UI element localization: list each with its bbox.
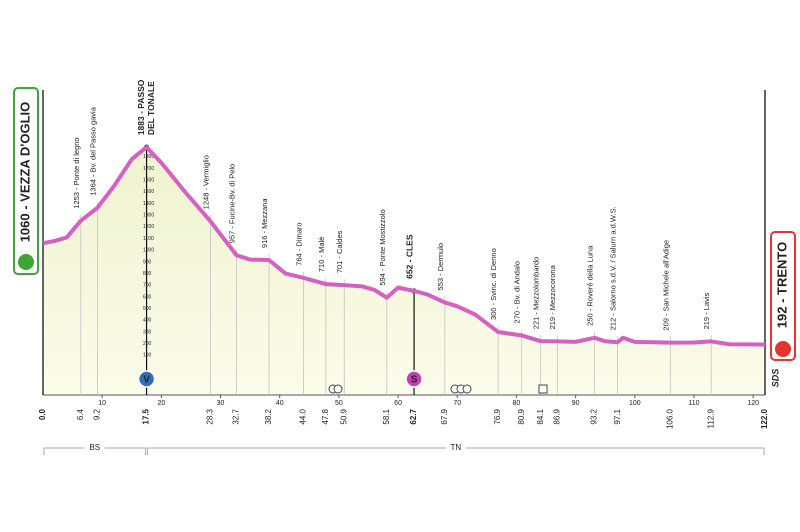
y-tick-label: 1200 [143,224,154,230]
km-label: 62.7 [409,408,418,424]
waypoint-label: 916 - Mezzana [260,198,269,248]
y-tick-label: 1000 [143,248,154,254]
marker [405,370,423,388]
region-label: BS [89,443,100,452]
marker [137,370,156,388]
km-label: 50.9 [339,408,348,424]
icon [333,384,343,394]
waypoint-label: 652 - CLES [404,234,414,279]
waypoint-label: 553 - Dermulo [436,243,445,291]
waypoint-label: 710 - Malè [317,237,326,272]
y-tick-label: 400 [143,318,152,324]
region-label-bg [84,442,105,454]
x-tick-label: 80 [513,400,521,407]
waypoint-label: 1364 - Bv. del Passo gavia [88,106,97,195]
y-tick-label: 500 [143,306,152,312]
waypoint-label: DEL TONALE [146,81,156,135]
km-label: 17.5 [142,408,151,424]
logo: SDS [770,369,780,388]
waypoint-label: 219 - Mezzocorona [548,264,557,329]
waypoint-label: 270 - Bv. di Andalo [513,261,522,323]
waypoint-label: 1883 - PASSO [136,79,146,135]
region-label: TN [450,443,461,452]
x-tick-label: 100 [629,400,641,407]
waypoint-label: 221 - Mezzolombardo [532,257,541,330]
x-tick-label: 90 [572,400,580,407]
end-box [770,231,796,361]
marker-label: S [411,375,418,386]
km-label: 28.3 [206,408,215,424]
y-tick-label: 100 [143,353,152,359]
y-tick-label: 1600 [143,178,154,184]
profile-line [42,145,766,347]
y-tick-label: 1100 [143,236,154,242]
waypoint-label: 957 - Fucine-Bv. di Pelo [228,164,237,243]
y-tick-label: 200 [143,341,152,347]
waypoint-label: 594 - Ponte Mostizzolo [378,209,387,285]
y-tick-label: 300 [143,329,152,335]
x-tick-label: 20 [157,400,165,407]
waypoint-label: 300 - Svinc. di Denno [489,248,498,320]
y-tick-label: 1500 [143,189,154,195]
km-label: 80.9 [517,408,526,424]
y-tick-label: 1800 [143,154,154,160]
waypoint-label: 219 - Lavis [702,292,711,329]
km-label: 67.9 [440,408,449,424]
y-tick-label: 1400 [143,201,154,207]
y-tick-label: 600 [143,294,152,300]
x-tick-label: 70 [453,400,461,407]
start-icon [18,254,34,270]
km-label: 6.4 [76,408,85,420]
x-tick-label: 120 [747,400,759,407]
x-tick-label: 50 [335,400,343,407]
y-tick-label: 700 [143,283,152,289]
waypoint-label: 701 - Caldes [335,230,344,273]
km-label: 97.1 [613,408,622,424]
km-label: 122.0 [760,408,769,429]
km-label: 106.0 [665,408,674,429]
x-tick-label: 60 [394,400,402,407]
x-tick-label: 30 [217,400,225,407]
waypoint-label: 212 - Salorno s.d.V. / Salurn a.d.W.S. [609,206,618,330]
waypoint-label: 764 - Dimaro [294,222,303,265]
km-label: 84.1 [536,408,545,424]
start-label: 1060 - VEZZA D'OGLIO [17,102,32,243]
km-label: 93.2 [590,408,599,424]
y-tick-label: 1700 [143,166,154,172]
km-label: 9.2 [93,408,102,420]
region-label-bg [445,442,466,454]
x-tick-label: 40 [276,400,284,407]
km-label: 38.2 [264,408,273,424]
waypoint-label: 209 - San Michele all'Adige [661,240,670,331]
km-label: 0.0 [38,408,47,420]
end-icon [775,341,791,357]
km-label: 58.1 [382,408,391,424]
km-label: 44.0 [299,408,308,424]
icon [538,384,548,394]
x-tick-label: 110 [688,400,699,407]
marker-label: V [143,375,150,386]
y-tick-label: 900 [143,259,152,265]
profile-area [43,147,765,395]
km-label: 112.9 [706,408,715,428]
waypoint-label: 1248 - Vermiglio [201,155,210,209]
y-tick-label: 1300 [143,213,154,219]
km-label: 32.7 [232,408,241,424]
km-label: 86.9 [552,408,561,424]
start-box [13,87,39,275]
plot-back [42,90,766,396]
km-label: 76.9 [493,408,502,424]
end-label: 192 - TRENTO [774,242,789,328]
x-tick-label: 10 [98,400,106,407]
km-label: 47.8 [321,408,330,424]
waypoint-label: 1253 - Ponte di legno [72,137,81,208]
y-tick-label: 800 [143,271,152,277]
waypoint-label: 250 - Roverè della Luna [586,245,595,326]
icon [462,384,472,394]
